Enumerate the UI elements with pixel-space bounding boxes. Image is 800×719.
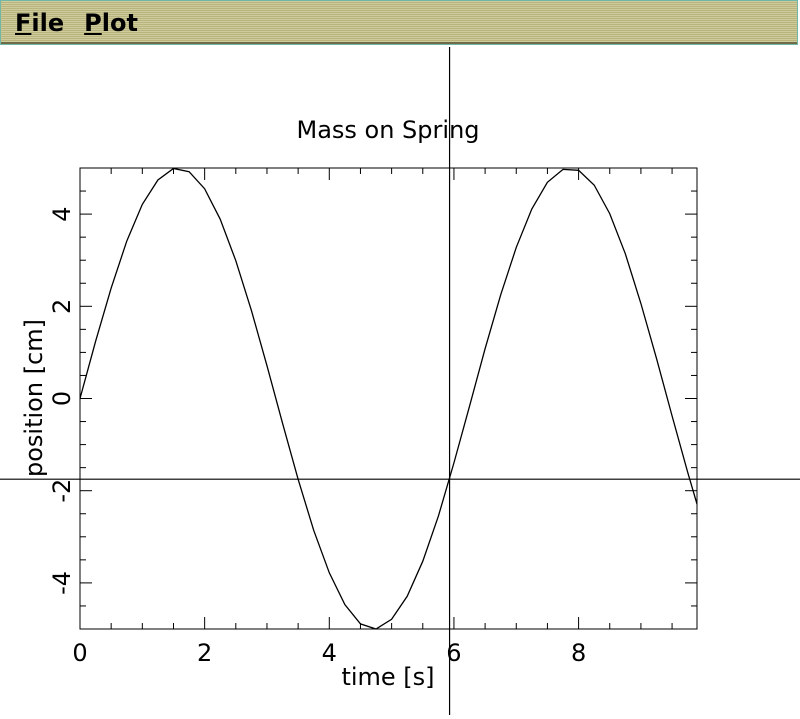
x-tick-label: 8 [571, 639, 586, 667]
x-tick-label: 2 [197, 639, 212, 667]
x-axis-label: time [s] [341, 663, 434, 691]
menu-plot-label: lot [101, 8, 138, 37]
tick-labels: 0 2 4 6 8 -4 -2 0 2 4 [48, 206, 586, 667]
x-tick-label: 0 [72, 639, 87, 667]
menu-file-label: ile [31, 8, 65, 37]
menu-plot-mnemonic: P [84, 8, 102, 37]
menu-file-mnemonic: F [15, 8, 32, 37]
x-tick-label: 4 [322, 639, 337, 667]
y-tick-label: -2 [48, 479, 76, 503]
y-axis-label: position [cm] [20, 319, 48, 477]
chart-title: Mass on Spring [296, 116, 479, 144]
axis-ticks [79, 167, 697, 630]
y-tick-label: 4 [48, 206, 76, 221]
plot-area[interactable]: Mass on Spring 0 2 4 6 8 -4 -2 0 2 4 time [s] pos… [0, 47, 800, 715]
y-tick-label: 2 [48, 299, 76, 314]
plot-frame [79, 167, 698, 630]
y-tick-label: 0 [48, 391, 76, 406]
series-line [79, 167, 698, 630]
x-tick-label: 6 [446, 639, 461, 667]
y-tick-label: -4 [48, 571, 76, 595]
chart[interactable]: Mass on Spring 0 2 4 6 8 -4 -2 0 2 4 time [s] pos… [0, 47, 800, 715]
